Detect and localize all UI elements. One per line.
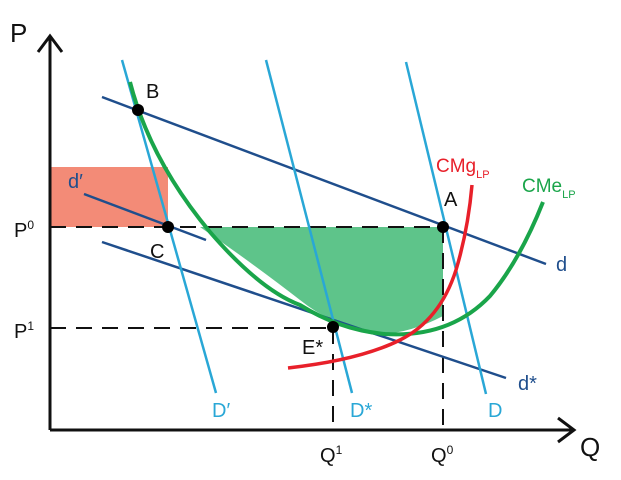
x-axis-label: Q <box>580 432 600 462</box>
point-b-label: B <box>146 81 159 103</box>
D-star-label: D* <box>350 400 372 422</box>
point-c <box>162 221 174 233</box>
axes <box>36 33 577 444</box>
x-axis-arrow <box>557 416 577 444</box>
p0-label: P0 <box>14 218 34 242</box>
firm-demand-lines <box>83 95 547 380</box>
d-prime-line <box>83 192 207 242</box>
D-label: D <box>488 400 502 422</box>
q1-label: Q1 <box>320 443 343 467</box>
point-e-star-label: E* <box>302 337 323 359</box>
point-e-star <box>327 321 339 333</box>
d-label: d <box>556 254 567 276</box>
d-star-label: d* <box>518 373 537 395</box>
cme-lp-label: CMeLP <box>522 176 576 201</box>
p1-label: P1 <box>14 319 34 343</box>
cmg-lp-label: CMgLP <box>436 156 490 181</box>
y-axis-label: P <box>10 18 27 48</box>
points <box>132 104 449 333</box>
q0-label: Q0 <box>431 443 454 467</box>
d-prime-label: d′ <box>68 171 83 193</box>
d-line <box>101 95 547 266</box>
D-prime-label: D′ <box>212 400 230 422</box>
point-a <box>437 221 449 233</box>
D-star-line <box>264 59 354 394</box>
cmg-lp-curve <box>287 184 474 370</box>
point-a-label: A <box>444 189 458 211</box>
profit-area-green <box>200 227 443 335</box>
point-b <box>132 104 144 116</box>
y-axis-arrow <box>36 33 64 53</box>
guide-lines <box>50 226 444 430</box>
point-c-label: C <box>150 241 164 263</box>
d-star-line <box>101 240 507 380</box>
cme-lp-curve <box>128 81 545 337</box>
